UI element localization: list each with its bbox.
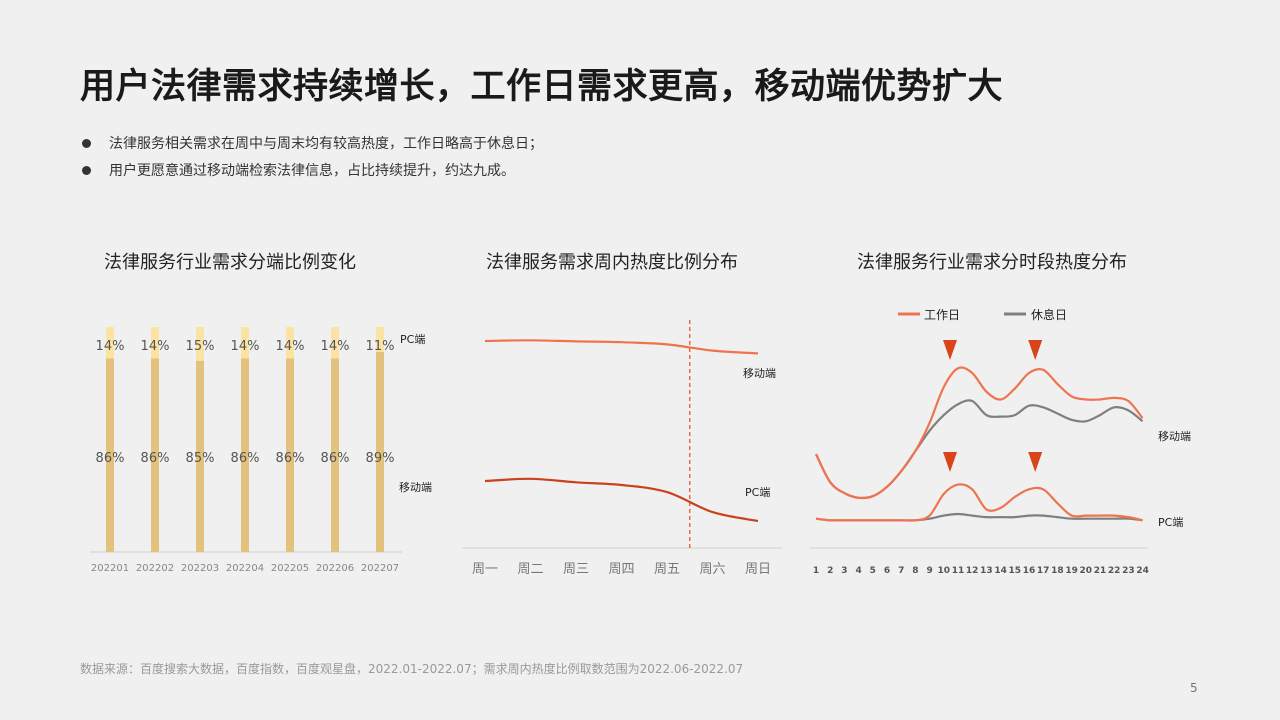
x-tick-label: 22 (1108, 566, 1121, 576)
x-tick-label: 202207 (361, 563, 399, 574)
legend-label-workday: 工作日 (924, 308, 960, 322)
x-tick-label: 周三 (563, 562, 589, 577)
bar-label-mobile: 86% (321, 451, 350, 466)
series-label-mobile: 移动端 (399, 481, 432, 494)
x-tick-label: 周二 (517, 562, 543, 577)
x-tick-label: 周四 (608, 562, 634, 577)
x-tick-label: 1 (813, 566, 819, 576)
x-tick-label: 17 (1037, 566, 1050, 576)
chart3-title: 法律服务行业需求分时段热度分布 (857, 252, 1127, 273)
x-tick-label: 6 (884, 566, 890, 576)
chart1-title: 法律服务行业需求分端比例变化 (104, 252, 356, 273)
x-tick-label: 24 (1136, 566, 1149, 576)
chart2-title: 法律服务需求周内热度比例分布 (486, 252, 738, 273)
x-tick-label: 11 (952, 566, 965, 576)
bar-label-mobile: 86% (276, 451, 305, 466)
bar-mobile (376, 351, 384, 552)
bar-label-pc: 14% (96, 339, 125, 354)
x-tick-label: 2 (827, 566, 833, 576)
bar-label-pc: 14% (231, 339, 260, 354)
bar-label-mobile: 86% (96, 451, 125, 466)
bar-pc (106, 327, 114, 359)
x-tick-label: 202201 (91, 563, 129, 574)
x-tick-label: 202204 (226, 563, 264, 574)
bullet-dot (82, 139, 91, 148)
x-tick-label: 5 (870, 566, 876, 576)
bullet-text: 法律服务相关需求在周中与周末均有较高热度，工作日略高于休息日； (109, 136, 543, 152)
x-tick-label: 周六 (699, 562, 725, 577)
line-pc-workday (815, 483, 1143, 522)
x-tick-label: 7 (898, 566, 904, 576)
bar-label-mobile: 85% (186, 451, 215, 466)
bullet-dot (82, 166, 91, 175)
bar-pc (196, 327, 204, 361)
peak-marker-triangle (1028, 340, 1043, 360)
series-label-mobile: 移动端 (743, 367, 776, 380)
x-tick-label: 21 (1094, 566, 1107, 576)
bar-mobile (106, 358, 114, 552)
bar-mobile (196, 360, 204, 552)
page-number: 5 (1190, 681, 1198, 695)
series-label-pc: PC端 (745, 486, 770, 499)
bar-label-mobile: 89% (366, 451, 395, 466)
line-mobile-workday (815, 366, 1144, 500)
x-tick-label: 8 (912, 566, 918, 576)
x-tick-label: 3 (841, 566, 847, 576)
x-tick-label: 4 (855, 566, 861, 576)
x-tick-label: 202202 (136, 563, 174, 574)
x-tick-label: 18 (1051, 566, 1064, 576)
line-mobile-restday (815, 399, 1144, 500)
x-tick-label: 202206 (316, 563, 354, 574)
bar-pc (241, 327, 249, 359)
series-label-pc: PC端 (400, 333, 425, 346)
bullet-text: 用户更愿意通过移动端检索法律信息，占比持续提升，约达九成。 (109, 163, 515, 179)
x-tick-label: 202203 (181, 563, 219, 574)
bar-pc (151, 327, 159, 359)
x-tick-label: 23 (1122, 566, 1135, 576)
bar-mobile (151, 358, 159, 552)
x-tick-label: 周一 (472, 562, 498, 577)
bar-label-mobile: 86% (231, 451, 260, 466)
bar-label-pc: 15% (186, 339, 215, 354)
x-tick-label: 15 (1009, 566, 1022, 576)
series-label-mobile: 移动端 (1158, 430, 1191, 443)
line-mobile (484, 339, 759, 355)
bar-mobile (241, 358, 249, 552)
bullet-list: 法律服务相关需求在周中与周末均有较高热度，工作日略高于休息日； 用户更愿意通过移… (82, 134, 543, 188)
x-tick-label: 9 (926, 566, 932, 576)
bar-pc (286, 327, 294, 359)
x-tick-label: 13 (980, 566, 993, 576)
x-tick-label: 周五 (654, 562, 680, 577)
x-tick-label: 14 (994, 566, 1007, 576)
bar-mobile (286, 358, 294, 552)
bullet-item: 法律服务相关需求在周中与周末均有较高热度，工作日略高于休息日； (82, 134, 543, 161)
peak-marker-triangle (943, 340, 957, 360)
x-tick-label: 16 (1023, 566, 1036, 576)
x-tick-label: 20 (1080, 566, 1093, 576)
bar-pc (376, 327, 384, 352)
bar-label-pc: 14% (321, 339, 350, 354)
peak-marker-triangle (943, 452, 957, 472)
bullet-item: 用户更愿意通过移动端检索法律信息，占比持续提升，约达九成。 (82, 161, 543, 188)
x-tick-label: 12 (966, 566, 979, 576)
bar-pc (331, 327, 339, 359)
bar-label-pc: 14% (276, 339, 305, 354)
bar-mobile (331, 358, 339, 552)
peak-marker-triangle (1028, 452, 1043, 472)
x-tick-label: 10 (938, 566, 951, 576)
legend-label-restday: 休息日 (1031, 307, 1067, 322)
bar-label-pc: 14% (141, 339, 170, 354)
page-title: 用户法律需求持续增长，工作日需求更高，移动端优势扩大 (80, 67, 1004, 107)
series-label-pc: PC端 (1158, 516, 1183, 529)
bar-label-pc: 11% (366, 339, 395, 354)
x-tick-label: 202205 (271, 563, 309, 574)
line-pc (484, 477, 759, 523)
data-source-note: 数据来源：百度搜索大数据，百度指数，百度观星盘，2022.01-2022.07；… (80, 662, 744, 676)
x-tick-label: 周日 (745, 562, 771, 577)
x-tick-label: 19 (1065, 566, 1078, 576)
bar-label-mobile: 86% (141, 451, 170, 466)
